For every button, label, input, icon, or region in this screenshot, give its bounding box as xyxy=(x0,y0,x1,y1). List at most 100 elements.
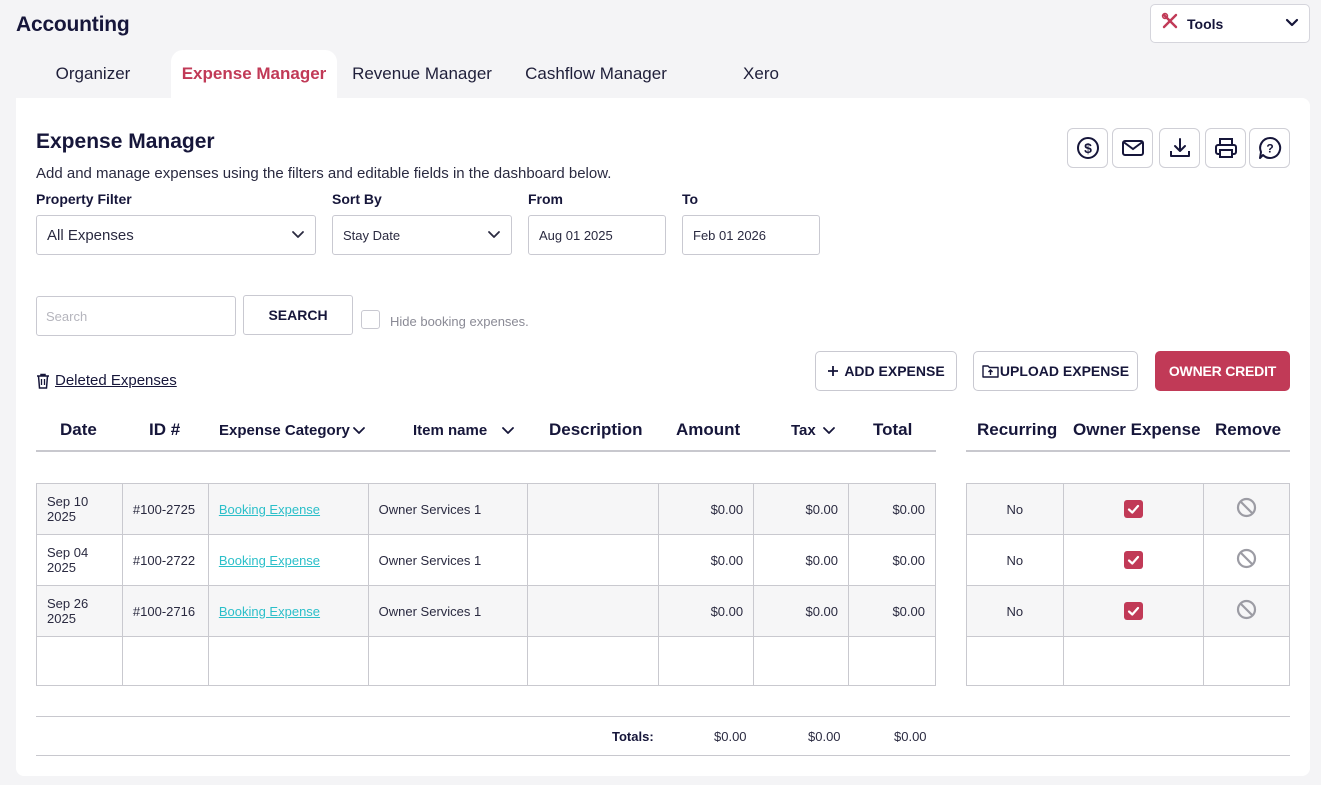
tab-cashflow-manager[interactable]: Cashflow Manager xyxy=(525,64,667,83)
cell-total: $0.00 xyxy=(848,483,936,535)
item-name-header-label: Item name xyxy=(413,422,488,439)
cell-tax xyxy=(753,636,850,686)
cell-remove xyxy=(1203,636,1290,686)
folder-upload-icon xyxy=(982,365,999,378)
tab-organizer[interactable]: Organizer xyxy=(55,64,131,83)
remove-button[interactable] xyxy=(1236,599,1257,623)
column-header-category[interactable]: Expense Category xyxy=(219,422,366,439)
cell-owner-expense xyxy=(1062,585,1205,637)
header-divider-left xyxy=(36,450,936,452)
dollar-circle-icon: $ xyxy=(1076,137,1099,159)
column-header-amount: Amount xyxy=(676,420,741,439)
print-button[interactable] xyxy=(1205,128,1246,168)
email-button[interactable] xyxy=(1112,128,1153,168)
from-label: From xyxy=(528,191,563,207)
ban-icon xyxy=(1236,548,1257,569)
property-filter-select[interactable]: All Expenses xyxy=(36,215,316,255)
tab-xero[interactable]: Xero xyxy=(743,64,779,83)
dollar-button[interactable]: $ xyxy=(1067,128,1108,168)
tax-header-label: Tax xyxy=(791,422,816,439)
expense-table: Sep 10 2025 #100-2725 Booking Expense Owner… xyxy=(36,483,936,686)
chevron-down-icon xyxy=(352,426,365,434)
cell-recurring[interactable]: No xyxy=(966,483,1064,535)
cell-description[interactable] xyxy=(527,585,660,637)
column-header-id: ID # xyxy=(149,420,181,439)
expense-flags-table: No No No xyxy=(966,483,1290,686)
totals-tax: $0.00 xyxy=(808,729,841,744)
expense-category-link[interactable]: Booking Expense xyxy=(218,501,321,517)
cell-description[interactable] xyxy=(527,636,660,686)
cell-id: #100-2725 xyxy=(121,483,209,535)
property-filter-value: All Expenses xyxy=(47,226,134,244)
column-header-item-name[interactable]: Item name xyxy=(413,422,515,439)
column-header-recurring: Recurring xyxy=(977,420,1058,439)
ban-icon xyxy=(1236,497,1257,518)
column-header-owner-expense: Owner Expense xyxy=(1073,420,1201,439)
check-icon xyxy=(1127,606,1140,616)
chevron-down-icon xyxy=(822,426,835,434)
tab-expense-manager[interactable]: Expense Manager xyxy=(171,50,337,98)
column-header-tax[interactable]: Tax xyxy=(791,422,836,439)
plus-icon xyxy=(828,366,839,376)
help-button[interactable]: ? xyxy=(1249,128,1290,168)
cell-recurring[interactable]: No xyxy=(966,534,1064,586)
chevron-down-icon xyxy=(292,231,304,238)
cell-category: Booking Expense xyxy=(207,534,369,586)
flags-row: No xyxy=(966,483,1290,535)
cell-description[interactable] xyxy=(527,534,660,586)
column-header-description: Description xyxy=(549,420,643,439)
cell-date: Sep 26 2025 xyxy=(36,585,123,637)
from-date-field[interactable]: Aug 01 2025 xyxy=(528,215,666,255)
add-expense-label: ADD EXPENSE xyxy=(844,363,945,379)
totals-total: $0.00 xyxy=(894,729,927,744)
totals-label: Totals: xyxy=(612,729,654,744)
column-header-total: Total xyxy=(873,420,913,439)
cell-description[interactable] xyxy=(527,483,660,535)
expense-category-link[interactable]: Booking Expense xyxy=(218,603,321,619)
table-row-empty xyxy=(36,636,936,686)
owner-expense-checkbox[interactable] xyxy=(1123,602,1143,620)
owner-expense-checkbox[interactable] xyxy=(1123,500,1143,518)
sort-by-select[interactable]: Stay Date xyxy=(332,215,512,255)
search-input[interactable] xyxy=(36,296,236,336)
owner-credit-button[interactable]: OWNER CREDIT xyxy=(1155,351,1290,391)
page-title: Expense Manager xyxy=(36,130,215,153)
cell-total xyxy=(848,636,936,686)
remove-button[interactable] xyxy=(1236,548,1257,572)
cell-category: Booking Expense xyxy=(207,585,369,637)
tab-revenue-manager[interactable]: Revenue Manager xyxy=(352,64,492,83)
expense-category-link[interactable]: Booking Expense xyxy=(218,552,321,568)
from-date-value: Aug 01 2025 xyxy=(539,227,613,243)
chevron-down-icon xyxy=(488,231,500,238)
cell-tax: $0.00 xyxy=(753,483,850,535)
cell-owner-expense xyxy=(1062,636,1205,686)
column-header-date: Date xyxy=(60,420,97,439)
tools-dropdown[interactable]: Tools xyxy=(1150,4,1310,43)
deleted-expenses-label: Deleted Expenses xyxy=(55,372,177,389)
cell-category xyxy=(207,636,369,686)
cell-amount: $0.00 xyxy=(658,585,755,637)
totals-top-divider xyxy=(36,716,1290,717)
cell-amount: $0.00 xyxy=(658,483,755,535)
add-expense-button[interactable]: ADD EXPENSE xyxy=(815,351,957,391)
download-icon xyxy=(1169,138,1190,157)
search-button[interactable]: SEARCH xyxy=(243,295,353,335)
to-date-field[interactable]: Feb 01 2026 xyxy=(682,215,820,255)
remove-button[interactable] xyxy=(1236,497,1257,521)
totals-bottom-divider xyxy=(36,755,1290,756)
print-icon xyxy=(1214,138,1237,158)
cell-recurring[interactable]: No xyxy=(966,585,1064,637)
upload-expense-button[interactable]: UPLOAD EXPENSE xyxy=(973,351,1138,391)
download-button[interactable] xyxy=(1159,128,1200,168)
check-icon xyxy=(1127,555,1140,565)
column-header-remove: Remove xyxy=(1215,420,1282,439)
hide-booking-expenses-checkbox[interactable] xyxy=(361,310,380,329)
cell-total: $0.00 xyxy=(848,585,936,637)
help-chat-icon: ? xyxy=(1258,136,1281,159)
flags-row: No xyxy=(966,585,1290,637)
owner-expense-checkbox[interactable] xyxy=(1123,551,1143,569)
cell-item-name: Owner Services 1 xyxy=(367,483,529,535)
property-filter-label: Property Filter xyxy=(36,191,132,207)
deleted-expenses-link[interactable]: Deleted Expenses xyxy=(36,372,177,389)
hide-booking-expenses-label: Hide booking expenses. xyxy=(390,314,529,329)
